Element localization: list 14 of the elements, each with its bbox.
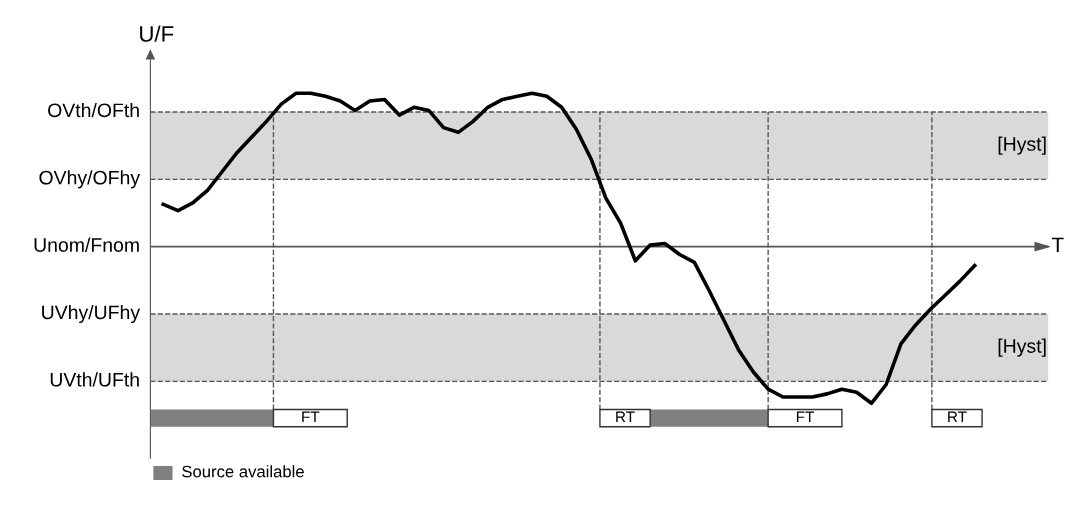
text: FT [796, 411, 815, 423]
y-axis-title: U/F [140, 25, 174, 42]
source-note: Source available [182, 465, 304, 478]
text: RT [948, 411, 967, 423]
ref-line-label: OVth/OFth [48, 102, 139, 118]
text: FT [302, 411, 320, 423]
ref-line-label: Unom/Fnom [34, 237, 139, 252]
ref-line-label: OVhy/OFhy [39, 170, 141, 189]
ref-line-label: UVhy/UFhy [42, 304, 141, 324]
band-label: [Hyst] [998, 136, 1046, 155]
x-axis-title: T [1051, 237, 1064, 253]
ref-line-label: UVth/UFth [50, 372, 139, 387]
band-label: [Hyst] [998, 338, 1046, 357]
text: RT [616, 411, 635, 423]
